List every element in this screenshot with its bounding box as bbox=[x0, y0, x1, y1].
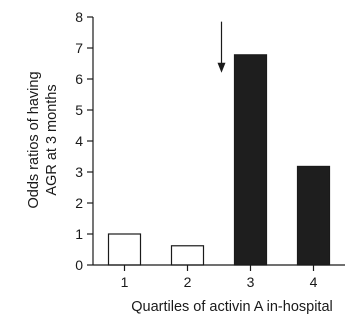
x-tick-label: 3 bbox=[247, 274, 255, 290]
bar-quartile-4 bbox=[296, 165, 331, 266]
y-axis-ticks: 0 1 2 3 4 5 6 7 8 bbox=[75, 9, 93, 273]
x-tick-label: 4 bbox=[310, 274, 318, 290]
bar-quartile-1 bbox=[107, 233, 142, 266]
y-axis-title-line-2: AGR at 3 months bbox=[44, 84, 60, 195]
x-axis-ticks: 1 2 3 4 bbox=[121, 265, 318, 290]
bar-quartile-3 bbox=[233, 54, 268, 266]
y-axis-title: Odds ratios of having AGR at 3 months bbox=[26, 71, 60, 208]
y-tick-label: 8 bbox=[75, 9, 83, 25]
y-tick-label: 6 bbox=[75, 71, 83, 87]
y-axis-title-line-1: Odds ratios of having bbox=[26, 71, 42, 208]
y-tick-label: 1 bbox=[75, 226, 83, 242]
arrow-head bbox=[217, 62, 226, 73]
arrow-annotation bbox=[217, 21, 226, 73]
y-tick-label: 4 bbox=[75, 133, 83, 149]
y-tick-label: 5 bbox=[75, 102, 83, 118]
y-tick-label: 0 bbox=[75, 257, 83, 273]
y-tick-label: 7 bbox=[75, 40, 83, 56]
x-tick-label: 2 bbox=[184, 274, 192, 290]
bars bbox=[107, 54, 331, 266]
x-axis-title: Quartiles of activin A in-hospital bbox=[131, 299, 333, 315]
y-tick-label: 2 bbox=[75, 195, 83, 211]
x-tick-label: 1 bbox=[121, 274, 129, 290]
y-tick-label: 3 bbox=[75, 164, 83, 180]
bar-quartile-2 bbox=[170, 245, 205, 266]
